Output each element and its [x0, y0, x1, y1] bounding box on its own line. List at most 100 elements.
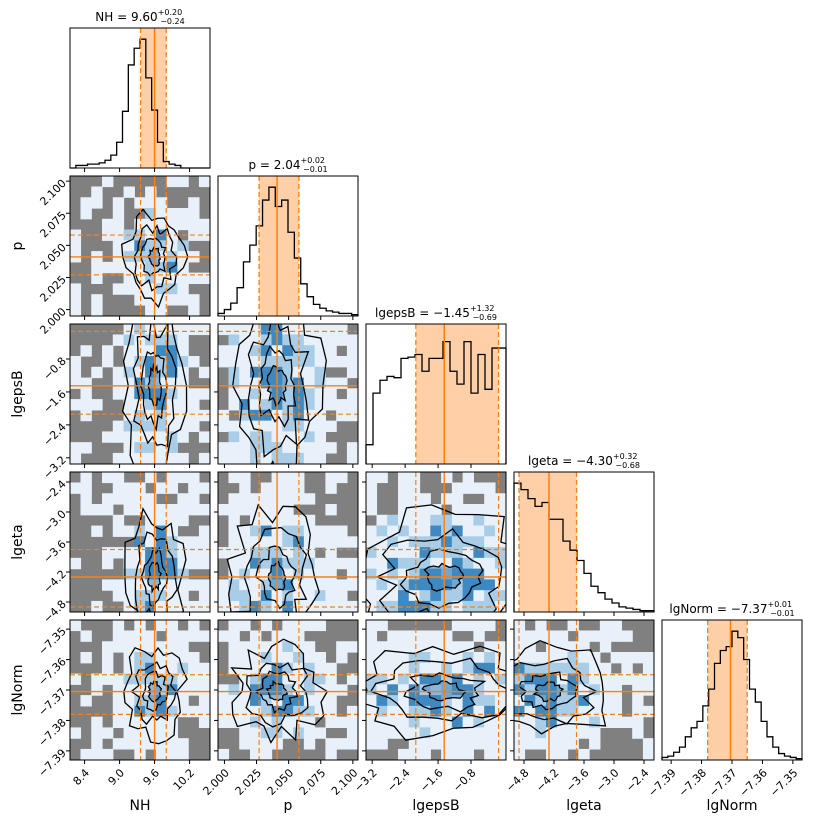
density-cell [451, 662, 464, 675]
density-cell [134, 748, 146, 760]
density-cell [303, 345, 316, 357]
x-tick-label: 2.075 [297, 766, 328, 797]
density-cell [260, 620, 273, 632]
density-cell [177, 748, 189, 760]
density-cell [145, 514, 157, 527]
density-cell [366, 504, 378, 516]
density-cell [145, 673, 157, 685]
density-cell [80, 409, 92, 422]
density-cell [123, 377, 135, 389]
density-cell [239, 472, 251, 484]
density-cell [376, 641, 388, 653]
density-cell [80, 630, 92, 642]
density-cell [177, 176, 189, 188]
density-cell [556, 748, 569, 760]
density-cell [145, 452, 157, 464]
density-cell [70, 366, 82, 379]
density-cell [228, 641, 240, 653]
density-cell [228, 536, 240, 548]
density-cell [228, 568, 240, 580]
density-cell [250, 334, 262, 346]
density-cell [599, 695, 612, 707]
density-cell [578, 662, 590, 675]
histogram-lgNorm [661, 630, 803, 760]
density-cell [632, 705, 644, 718]
density-cell [578, 641, 590, 653]
panel-lgepsB-lgeta [365, 471, 507, 613]
density-cell [91, 272, 103, 284]
density-cell [408, 705, 421, 718]
density-cell [112, 525, 125, 537]
density-cell [293, 356, 305, 368]
density-cell [228, 472, 240, 484]
x-tick-label: −4.2 [533, 766, 561, 794]
density-cell [441, 705, 453, 718]
density-cell [228, 431, 240, 443]
density-cell [145, 547, 157, 559]
density-cell [228, 324, 240, 336]
density-cell [260, 748, 273, 760]
density-cell [589, 662, 601, 675]
density-cell [112, 590, 125, 602]
x-tick-label: 2.025 [233, 766, 264, 797]
density-cell [155, 399, 168, 411]
density-cell [239, 324, 251, 336]
density-cell [228, 388, 240, 400]
density-cell [462, 705, 474, 718]
density-cell [303, 366, 316, 379]
density-cell [70, 452, 82, 464]
density-cell [303, 684, 316, 696]
density-cell [102, 431, 114, 443]
density-cell [188, 208, 200, 220]
density-cell [260, 431, 273, 443]
density-cell [462, 727, 474, 739]
density-cell [250, 442, 262, 454]
density-cell [250, 695, 262, 707]
density-cell [336, 525, 348, 537]
density-cell [260, 442, 273, 454]
density-cell [134, 536, 146, 548]
density-cell [166, 431, 178, 443]
density-cell [398, 684, 410, 696]
density-cell [366, 641, 378, 653]
x-tick-label: −1.6 [418, 766, 446, 794]
density-cell [228, 493, 240, 505]
density-cell [112, 684, 125, 696]
histogram-NH [70, 38, 210, 169]
density-cell [303, 334, 316, 346]
density-cell [188, 493, 200, 505]
panel-NH-lgNorm [69, 619, 211, 761]
density-cell [419, 493, 431, 505]
density-cell [91, 366, 103, 379]
density-cell [599, 662, 612, 675]
density-cell [166, 579, 178, 591]
density-cell [250, 547, 262, 559]
density-cell [494, 547, 506, 559]
density-cell [177, 334, 189, 346]
density-cell [303, 590, 316, 602]
density-cell [494, 514, 506, 527]
density-cell [494, 504, 506, 516]
density-cell [419, 568, 431, 580]
density-cell [484, 514, 496, 527]
density-cell [228, 590, 240, 602]
density-cell [484, 695, 496, 707]
density-cell [419, 652, 431, 664]
density-cell [260, 525, 273, 537]
hist-panel-lgNorm: lgNorm = −7.37+0.01 −0.01 [661, 600, 803, 761]
density-cell [567, 684, 579, 696]
density-cell [642, 738, 654, 750]
density-cell [346, 356, 358, 368]
density-cell [198, 324, 210, 336]
density-cell [123, 366, 135, 379]
density-cell [155, 673, 168, 685]
density-cell [314, 673, 326, 685]
density-cell [293, 420, 305, 432]
density-cell [578, 673, 590, 685]
density-cell [642, 705, 654, 718]
density-cell [325, 356, 337, 368]
density-cell [282, 579, 294, 591]
density-cell [451, 705, 464, 718]
density-cell [228, 716, 240, 728]
x-tick-label: −7.37 [707, 766, 740, 799]
